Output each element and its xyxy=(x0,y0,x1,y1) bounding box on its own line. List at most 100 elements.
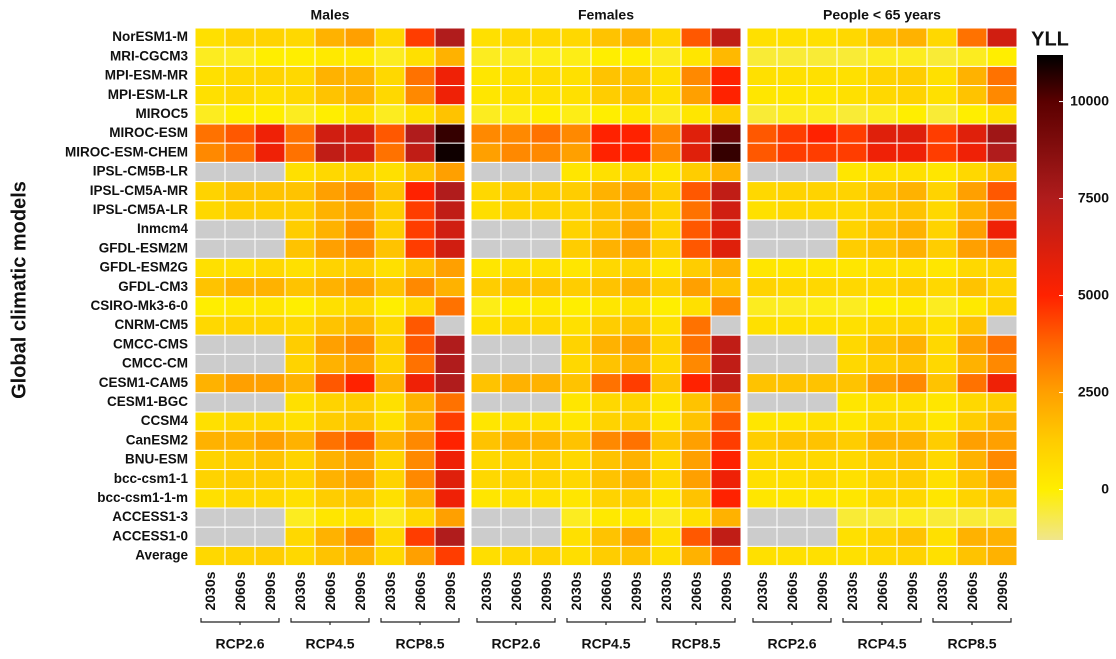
heatmap-cell xyxy=(806,219,838,240)
heatmap-cell xyxy=(866,142,898,163)
heatmap-cell xyxy=(650,200,682,221)
heatmap-cell xyxy=(500,257,532,279)
heatmap-cell xyxy=(896,353,928,375)
heatmap-cell xyxy=(314,46,346,67)
colorbar-tick-label: 7500 xyxy=(1078,189,1109,205)
heatmap-cell xyxy=(956,123,988,144)
heatmap-cell xyxy=(194,411,226,432)
heatmap-cell xyxy=(866,123,898,144)
heatmap-cell xyxy=(986,469,1018,490)
heatmap-cell xyxy=(650,181,682,202)
heatmap-cell xyxy=(560,411,592,432)
x-tick-label: 2090s xyxy=(814,571,830,610)
heatmap-cell xyxy=(776,200,808,221)
x-tick-label: 2030s xyxy=(202,571,218,610)
heatmap-cell xyxy=(746,430,778,451)
row-label: bcc-csm1-1 xyxy=(114,471,189,486)
heatmap-cell xyxy=(746,449,778,471)
heatmap-cell xyxy=(680,296,712,317)
heatmap-cell xyxy=(746,507,778,528)
heatmap-cell xyxy=(284,353,316,375)
heatmap-cell xyxy=(926,353,958,375)
heatmap-cell xyxy=(986,238,1018,259)
heatmap-cell xyxy=(746,238,778,259)
heatmap-cell xyxy=(590,373,622,394)
heatmap-cell xyxy=(620,526,652,547)
group-label: RCP2.6 xyxy=(767,636,816,652)
heatmap-cell xyxy=(254,296,286,317)
heatmap-cell xyxy=(926,65,958,87)
heatmap-cell xyxy=(560,392,592,413)
heatmap-cell xyxy=(956,488,988,509)
heatmap-cell xyxy=(896,373,928,394)
heatmap-cell xyxy=(776,46,808,67)
heatmap-cell xyxy=(806,296,838,317)
heatmap-cell xyxy=(866,334,898,355)
heatmap-cell xyxy=(956,65,988,87)
heatmap-cell xyxy=(710,430,742,451)
panel-title: Males xyxy=(311,7,350,23)
heatmap-cell xyxy=(314,545,346,567)
group-label: RCP4.5 xyxy=(305,636,354,652)
heatmap-cell xyxy=(434,334,466,355)
heatmap-cell xyxy=(224,545,256,567)
heatmap-cell xyxy=(404,488,436,509)
heatmap-cell xyxy=(986,123,1018,144)
heatmap-cell xyxy=(254,142,286,163)
heatmap-cell xyxy=(956,353,988,375)
heatmap-cell xyxy=(470,315,502,336)
heatmap-cell xyxy=(956,219,988,240)
heatmap-cell xyxy=(530,430,562,451)
heatmap-cell xyxy=(926,430,958,451)
heatmap-cell xyxy=(896,27,928,48)
heatmap-cell xyxy=(344,257,376,279)
heatmap-cell xyxy=(194,277,226,298)
heatmap-cell xyxy=(710,181,742,202)
heatmap-cell xyxy=(530,181,562,202)
heatmap-cell xyxy=(254,85,286,106)
heatmap-cell xyxy=(224,65,256,87)
heatmap-cell xyxy=(344,200,376,221)
heatmap-cell xyxy=(746,373,778,394)
heatmap-cell xyxy=(806,315,838,336)
heatmap-cell xyxy=(896,85,928,106)
x-tick-label: 2090s xyxy=(442,571,458,610)
heatmap-cell xyxy=(194,353,226,375)
row-label: MIROC5 xyxy=(135,106,188,121)
heatmap-cell xyxy=(776,85,808,106)
heatmap-cell xyxy=(194,142,226,163)
heatmap-cell xyxy=(836,353,868,375)
heatmap-cell xyxy=(314,238,346,259)
heatmap-cell xyxy=(500,238,532,259)
x-tick-label: 2060s xyxy=(784,571,800,610)
heatmap-cell xyxy=(620,277,652,298)
heatmap-cell xyxy=(560,315,592,336)
heatmap-cell xyxy=(374,545,406,567)
heatmap-cell xyxy=(836,200,868,221)
heatmap-cell xyxy=(470,411,502,432)
heatmap-cell xyxy=(284,430,316,451)
heatmap-cell xyxy=(896,257,928,279)
heatmap-cell xyxy=(374,219,406,240)
x-tick-label: 2090s xyxy=(352,571,368,610)
heatmap-cell xyxy=(680,257,712,279)
heatmap-cell xyxy=(284,219,316,240)
heatmap-cell xyxy=(374,46,406,67)
heatmap-cell xyxy=(224,46,256,67)
heatmap-cell xyxy=(836,85,868,106)
heatmap-cell xyxy=(806,85,838,106)
heatmap-cell xyxy=(284,296,316,317)
heatmap-cell xyxy=(650,27,682,48)
heatmap-cell xyxy=(710,200,742,221)
heatmap-cell xyxy=(986,353,1018,375)
heatmap-cell xyxy=(680,488,712,509)
heatmap-cell xyxy=(194,200,226,221)
heatmap-cell xyxy=(986,219,1018,240)
heatmap-cell xyxy=(224,296,256,317)
heatmap-cell xyxy=(284,65,316,87)
heatmap-cell xyxy=(746,219,778,240)
heatmap-cell xyxy=(836,238,868,259)
heatmap-cell xyxy=(404,526,436,547)
heatmap-cell xyxy=(956,296,988,317)
group-bracket xyxy=(752,618,832,625)
